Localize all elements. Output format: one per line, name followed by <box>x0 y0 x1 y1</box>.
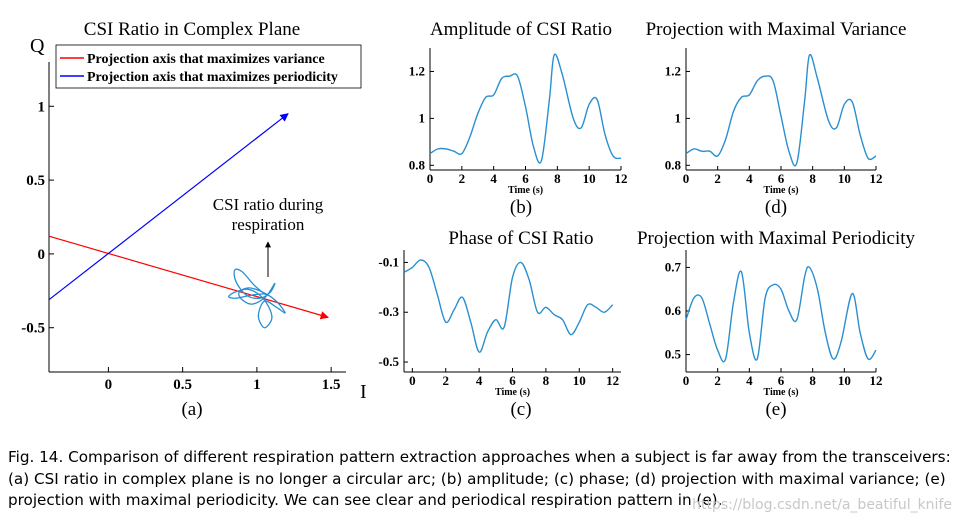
panel-e-projection-max-periodicity: Projection with Maximal Periodicity 0 2 4 6… <box>637 228 916 420</box>
panel-d-y-tick-label: 0.8 <box>665 157 682 172</box>
panel-d-y-tick-label: 1 <box>675 110 682 125</box>
legend-entry-periodicity: Projection axis that maximizes periodici… <box>87 70 338 85</box>
panel-e-label: (e) <box>765 399 786 420</box>
panel-c-x-tick-label: 12 <box>606 373 619 388</box>
panel-e-x-tick-label: 4 <box>746 373 753 388</box>
panel-c-title: Phase of CSI Ratio <box>448 228 593 249</box>
panel-b-y-tick-label: 1.2 <box>409 63 425 78</box>
panel-c-phase: Phase of CSI Ratio 0 2 4 6 8 10 12 -0.1 -0.3 -0.5… <box>378 228 621 420</box>
panel-e-x-tick-label: 2 <box>714 373 721 388</box>
panel-c-x-axis-label: Time (s) <box>495 387 530 398</box>
panel-a-title: CSI Ratio in Complex Plane <box>84 19 300 40</box>
panel-e-x-tick-label: 12 <box>870 373 883 388</box>
panel-a-y-tick-label: 0 <box>38 247 46 263</box>
panel-d-x-tick-label: 6 <box>778 171 785 186</box>
panel-b-y-tick-label: 1 <box>419 110 426 125</box>
panel-b-title: Amplitude of CSI Ratio <box>430 19 612 40</box>
panel-a-x-tick-label: 0 <box>105 377 113 393</box>
panel-b-series-line <box>429 53 622 164</box>
panel-e-y-tick-label: 0.7 <box>665 259 682 274</box>
panel-b-plot: 0 2 4 6 8 10 12 0.8 1 1.2 Time (s) <box>409 48 628 196</box>
panel-b-x-axis-label: Time (s) <box>508 185 543 196</box>
panel-e-x-tick-label: 0 <box>683 373 690 388</box>
watermark-url: https://blog.csdn.net/a_beatiful_knife <box>692 497 952 513</box>
panel-d-x-tick-label: 10 <box>838 171 851 186</box>
panel-a-annotation-line-1: CSI ratio during <box>213 195 324 214</box>
panel-a-csi-ratio-complex-plane: CSI Ratio in Complex Plane Q I (a) 0 0.5 1… <box>21 19 366 420</box>
panel-a-csi-loop <box>228 268 286 329</box>
panel-d-x-tick-label: 0 <box>683 171 690 186</box>
legend-box <box>55 44 362 89</box>
panel-a-axes: 0 0.5 1 1.5 1 0.5 0 -0.5 <box>21 62 346 393</box>
csi-ratio-trajectory <box>228 268 286 329</box>
panel-d-x-tick-label: 8 <box>809 171 816 186</box>
panel-b-x-tick-label: 8 <box>554 171 561 186</box>
panel-c-x-tick-label: 4 <box>476 373 483 388</box>
panel-c-x-tick-label: 6 <box>509 373 516 388</box>
panel-e-y-tick-label: 0.6 <box>665 303 682 318</box>
panel-d-series-line <box>685 53 877 167</box>
panel-b-x-tick-label: 6 <box>522 171 529 186</box>
panel-d-x-axis-label: Time (s) <box>763 185 798 196</box>
panel-b-x-tick-label: 2 <box>459 171 466 186</box>
panel-a-y-axis-label: Q <box>30 35 45 57</box>
panel-d-x-tick-label: 2 <box>714 171 721 186</box>
panel-e-series-line <box>685 265 877 363</box>
panel-a-x-tick-label: 0.5 <box>173 377 192 393</box>
panel-a-x-tick-label: 1 <box>253 377 261 393</box>
panel-c-y-tick-label: -0.1 <box>378 254 399 269</box>
panel-c-x-tick-label: 2 <box>442 373 449 388</box>
panel-a-projection-lines <box>48 113 329 320</box>
panel-e-plot: 0 2 4 6 8 10 12 0.5 0.6 0.7 Time (s) <box>665 250 883 398</box>
panel-c-x-tick-label: 8 <box>543 373 550 388</box>
panel-c-label: (c) <box>510 399 531 420</box>
panel-c-y-tick-label: -0.5 <box>378 354 399 369</box>
panel-a-x-axis-label: I <box>360 381 367 403</box>
panel-b-x-tick-label: 12 <box>615 171 628 186</box>
panel-d-label: (d) <box>765 197 787 218</box>
panel-c-plot: 0 2 4 6 8 10 12 -0.1 -0.3 -0.5 Time (s) <box>378 250 621 398</box>
panel-c-y-tick-label: -0.3 <box>378 304 399 319</box>
figure-caption: Fig. 14. Comparison of different respira… <box>8 448 951 509</box>
periodicity-projection-axis <box>48 113 289 301</box>
panel-e-x-axis-label: Time (s) <box>763 387 798 398</box>
panel-b-y-tick-label: 0.8 <box>409 157 426 172</box>
panel-b-label: (b) <box>510 197 532 218</box>
panel-d-y-tick-label: 1.2 <box>665 63 681 78</box>
panel-d-title: Projection with Maximal Variance <box>646 19 907 40</box>
variance-projection-axis <box>48 235 329 320</box>
panel-d-x-tick-label: 4 <box>746 171 753 186</box>
panel-a-y-tick-label: 0.5 <box>26 173 45 189</box>
panel-a-legend: Projection axis that maximizes variance … <box>55 44 362 89</box>
panel-e-title: Projection with Maximal Periodicity <box>637 228 916 249</box>
panel-e-y-tick-label: 0.5 <box>665 347 682 362</box>
panel-e-x-tick-label: 6 <box>778 373 785 388</box>
panel-b-x-tick-label: 4 <box>490 171 497 186</box>
panel-c-x-tick-label: 10 <box>573 373 586 388</box>
panel-a-annotation-line-2: respiration <box>232 215 305 234</box>
panel-c-series-line <box>403 259 614 353</box>
panel-e-x-tick-label: 8 <box>809 373 816 388</box>
panel-b-x-tick-label: 0 <box>427 171 434 186</box>
panel-a-label: (a) <box>181 399 202 420</box>
panel-b-x-tick-label: 10 <box>583 171 596 186</box>
panel-c-x-tick-label: 0 <box>409 373 416 388</box>
panel-d-x-tick-label: 12 <box>870 171 883 186</box>
panel-a-x-tick-label: 1.5 <box>322 377 341 393</box>
panel-d-plot: 0 2 4 6 8 10 12 0.8 1 1.2 Time (s) <box>665 48 883 196</box>
legend-entry-variance: Projection axis that maximizes variance <box>87 52 325 67</box>
panel-a-y-tick-label: 1 <box>38 99 46 115</box>
panel-b-amplitude: Amplitude of CSI Ratio 0 2 4 6 8 10 12 0.8 1 1.2 T… <box>409 19 628 218</box>
panel-a-y-tick-label: -0.5 <box>21 321 45 337</box>
panel-d-projection-max-variance: Projection with Maximal Variance 0 2 4 6 8 10… <box>646 19 907 218</box>
panel-e-x-tick-label: 10 <box>838 373 851 388</box>
